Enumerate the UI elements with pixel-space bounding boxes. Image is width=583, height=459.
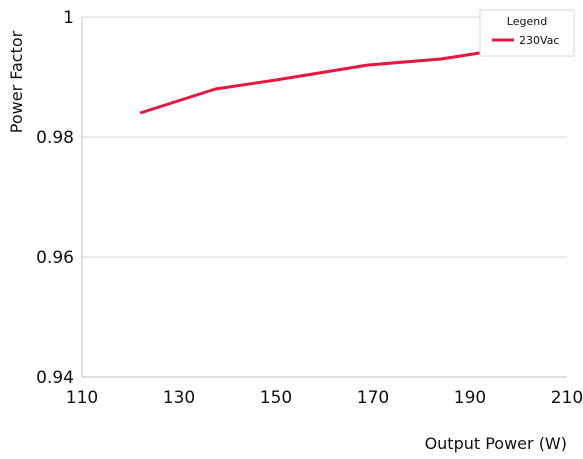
y-axis-title: Power Factor xyxy=(7,30,26,133)
y-tick-label: 0.96 xyxy=(36,248,74,268)
legend-box xyxy=(479,9,575,57)
series-lines xyxy=(139,51,567,115)
x-tick-label: 190 xyxy=(454,388,486,408)
x-tick-label: 150 xyxy=(260,388,292,408)
y-tick-label: 1 xyxy=(63,8,74,28)
legend-label: 230Vac xyxy=(519,34,559,47)
x-axis-title: Output Power (W) xyxy=(425,434,567,453)
x-tick-label: 170 xyxy=(357,388,389,408)
legend-title: Legend xyxy=(507,15,547,28)
x-tick-label: 130 xyxy=(163,388,195,408)
legend: Legend 230Vac xyxy=(479,9,575,57)
x-tick-label: 210 xyxy=(551,388,583,408)
y-tick-labels: 0.94 0.96 0.98 1 xyxy=(36,8,74,388)
series-line-230Vac xyxy=(139,51,567,115)
x-tick-labels: 110 130 150 170 190 210 xyxy=(66,388,583,408)
y-tick-label: 0.94 xyxy=(36,368,74,388)
y-tick-label: 0.98 xyxy=(36,128,74,148)
x-tick-label: 110 xyxy=(66,388,98,408)
